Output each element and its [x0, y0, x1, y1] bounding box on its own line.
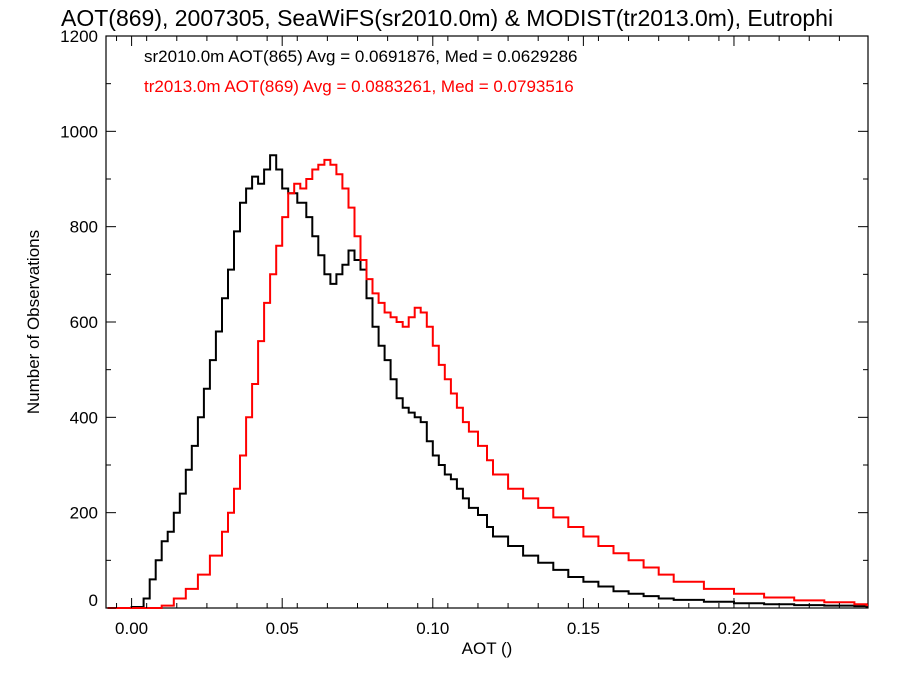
y-tick-label: 1000 [60, 122, 98, 141]
y-axis-label: Number of Observations [24, 230, 43, 414]
x-axis-ticks: 0.00 0.05 0.10 0.15 0.20 [115, 36, 840, 638]
legend-entry-red: tr2013.0m AOT(869) Avg = 0.0883261, Med … [144, 77, 574, 96]
series-layer [107, 154, 868, 609]
y-tick-label: 0 [89, 591, 98, 610]
x-tick-label: 0.15 [567, 619, 600, 638]
series-line-0 [107, 154, 868, 609]
x-tick-label: 0.00 [115, 619, 148, 638]
y-axis-ticks: 0 200 400 600 800 1000 1200 [60, 27, 868, 610]
y-tick-label: 600 [70, 313, 98, 332]
chart-title: AOT(869), 2007305, SeaWiFS(sr2010.0m) & … [61, 5, 834, 31]
x-axis-label: AOT () [462, 639, 513, 658]
x-tick-label: 0.05 [266, 619, 299, 638]
y-tick-label: 1200 [60, 27, 98, 46]
y-tick-label: 400 [70, 408, 98, 427]
y-tick-label: 800 [70, 218, 98, 237]
y-tick-label: 200 [70, 504, 98, 523]
legend-entry-black: sr2010.0m AOT(865) Avg = 0.0691876, Med … [144, 47, 578, 66]
x-tick-label: 0.10 [416, 619, 449, 638]
series-line-1 [107, 158, 868, 609]
x-tick-label: 0.20 [717, 619, 750, 638]
